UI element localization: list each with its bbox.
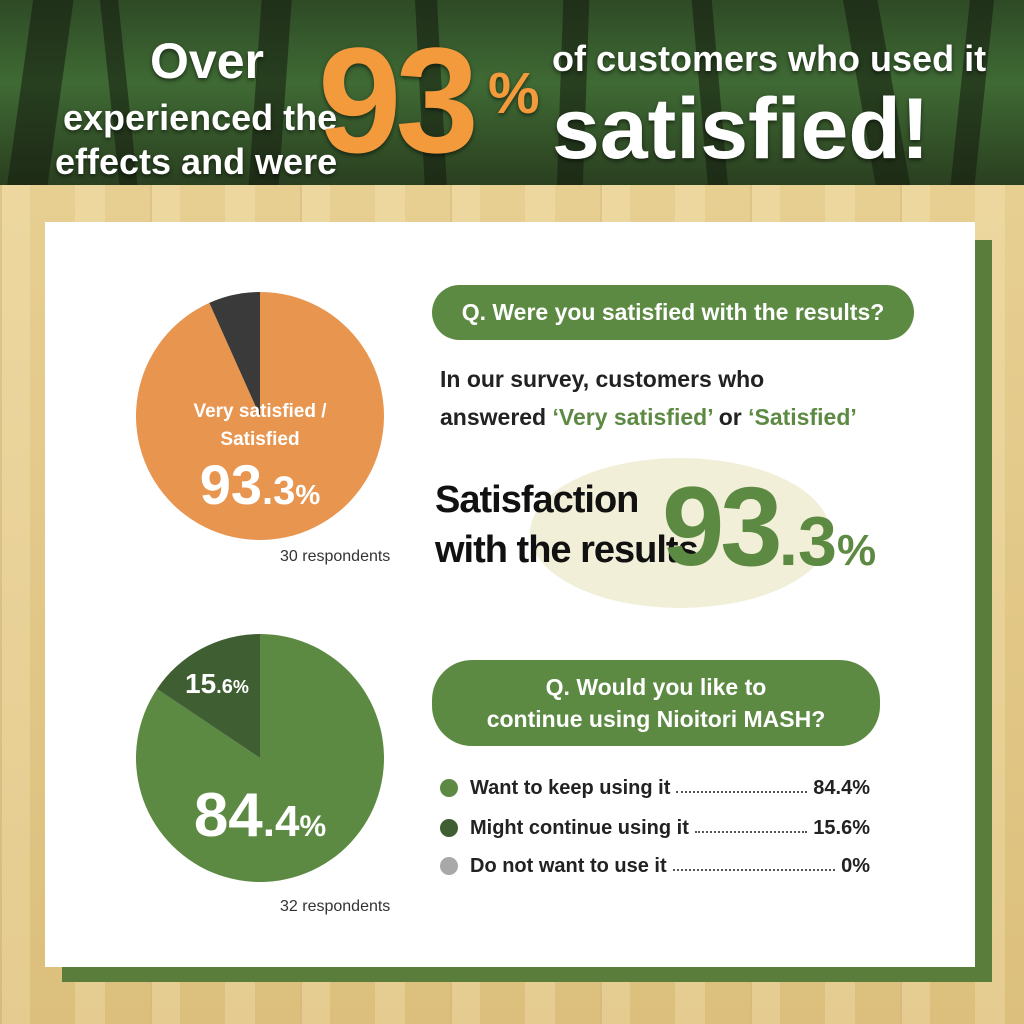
pie2-slice-might-continue [157,634,260,758]
pie2-respondents: 32 respondents [280,898,391,915]
pie1-respondents: 30 respondents [280,548,391,565]
sat-big-dec: .3 [778,502,837,580]
pie1-value-dec: .3 [262,469,296,513]
pie2-minor-dec: .6 [216,676,233,698]
legend-dot [440,857,458,875]
dotted-leader [676,791,808,793]
body-or: or [718,404,742,430]
answer-value: 0% [841,854,870,877]
pie1-slice-other [209,292,260,416]
satisfaction-line1: Satisfaction [435,479,639,521]
pie2-minor-label: 15.6% [185,668,249,700]
dotted-leader [694,831,808,833]
answer-label: Do not want to use it [470,854,667,877]
pie2-major-dec: .4 [262,797,300,846]
answer-row: Might continue using it 15.6% [440,813,870,843]
headline-over: Over [150,33,264,89]
headline-experienced-line: experienced the [63,97,338,138]
pie2-minor-int: 15 [185,668,217,699]
headline-big-number: 93 [318,16,479,184]
legend-dot [440,819,458,837]
headline-customers: of customers who used it [552,38,987,79]
answer-row: Do not want to use it 0% [440,851,870,881]
question1-pill: Q. Were you satisfied with the results? [432,285,914,340]
pie1-slice-satisfied [135,292,384,540]
pie2-major-pct: % [299,810,327,843]
answer-label: Might continue using it [470,816,689,839]
pie1-label-line1: Very satisfied / [193,401,327,422]
answer-row: Want to keep using it 84.4% [440,773,870,803]
legend-dot [440,779,458,797]
option-satisfied: ‘Satisfied’ [748,404,857,430]
headline-experienced: experienced the effects and were [55,96,337,184]
pie2-minor-pct: % [232,677,249,697]
headline-satisfied: satisfied! [552,81,930,177]
satisfaction-line2: with the results [435,529,699,571]
forest-banner [0,0,1024,185]
headline-effects-line: effects and were [55,141,338,182]
answer-label: Want to keep using it [470,776,671,799]
body-prefix: answered [440,404,547,430]
question1-body: In our survey, customers who answered ‘V… [440,360,857,436]
pie1-value-pct: % [295,479,321,510]
sat-big-int: 93 [662,464,783,589]
question2-line1: Q. Would you like to [545,674,767,700]
satisfaction-big-number: 93.3% [662,462,876,591]
pie2-major-int: 84 [193,781,263,850]
pie1-category-label: Very satisfied / Satisfied [165,398,355,454]
answer-value: 84.4% [813,776,870,799]
pie2-major-label: 84.4% [160,780,360,851]
satisfaction-title: Satisfaction with the results [435,475,699,575]
pie1-value-int: 93 [199,453,263,516]
question2-line2: continue using Nioitori MASH? [486,706,826,732]
pie2-slice-keep-using [135,634,384,882]
pie1-value-label: 93.3% [160,452,360,517]
body-line1: In our survey, customers who [440,366,765,392]
headline-big-percent: % [488,61,540,126]
question2-pill: Q. Would you like to continue using Nioi… [432,660,880,746]
pie-chart-continue [135,634,384,882]
dotted-leader [672,869,836,871]
highlight-blob [530,458,830,608]
answer-value: 15.6% [813,816,870,839]
option-very-satisfied: ‘Very satisfied’ [552,404,713,430]
pie1-label-line2: Satisfied [220,429,300,450]
sat-big-pct: % [836,526,877,575]
pie-chart-satisfaction [135,292,384,540]
